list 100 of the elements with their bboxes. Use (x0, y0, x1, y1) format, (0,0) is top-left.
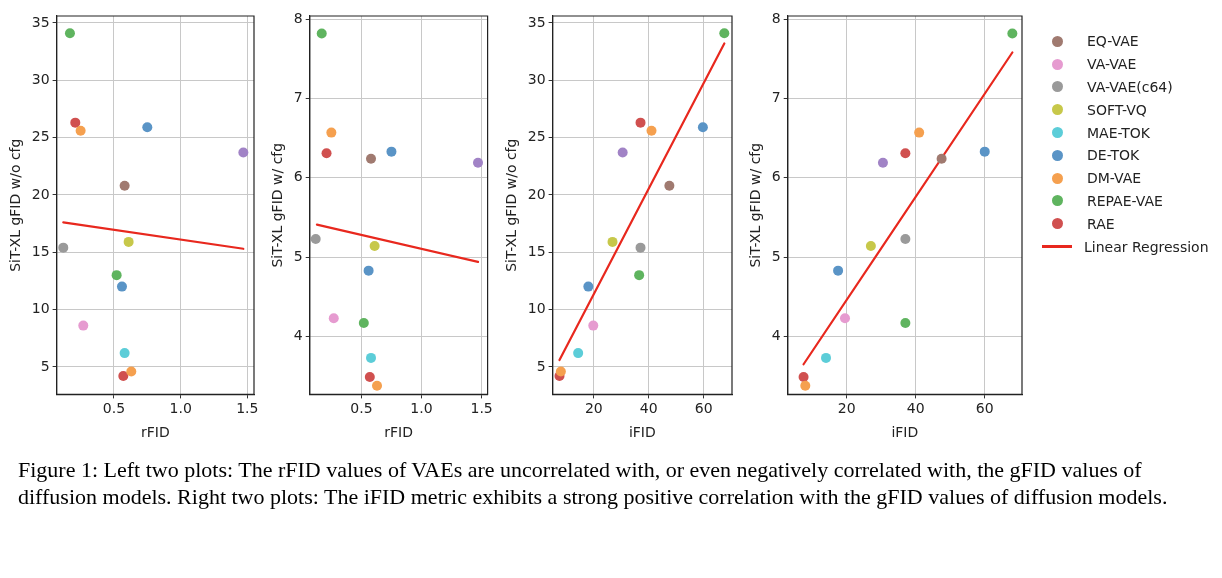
point (364, 371, 375, 382)
point (119, 348, 130, 359)
y-tick-label: 15 (31, 242, 50, 259)
y-tick-label: 5 (293, 247, 303, 264)
y-tick-label: 8 (771, 9, 781, 26)
legend-label: RAE (1087, 215, 1115, 232)
legend-label: MAE-TOK (1087, 124, 1151, 141)
x-tick-label: 60 (975, 400, 994, 417)
y-axis-title: SiT-XL gFID w/ cfg (269, 142, 286, 268)
point (607, 236, 618, 247)
point (123, 236, 134, 247)
x-tick-label: 1.0 (410, 400, 433, 417)
point (900, 148, 911, 159)
x-axis-title: iFID (891, 424, 919, 441)
y-tick-label: 35 (527, 13, 546, 30)
legend-label: DE-TOK (1087, 147, 1140, 164)
y-tick-label: 30 (31, 70, 50, 87)
legend-label: EQ-VAE (1087, 33, 1139, 50)
point (326, 127, 337, 138)
point (58, 242, 69, 253)
point (75, 125, 86, 136)
point (358, 318, 369, 328)
point (555, 366, 566, 377)
y-tick-label: 7 (293, 89, 303, 106)
point (635, 242, 646, 253)
x-tick-label: 60 (694, 400, 713, 417)
y-tick-label: 5 (536, 357, 546, 374)
x-tick-label: 0.5 (102, 400, 126, 417)
x-tick-label: 0.5 (350, 400, 373, 417)
point (321, 148, 332, 159)
point (142, 122, 153, 133)
x-tick-label: 20 (837, 400, 856, 417)
x-axis-title: rFID (140, 424, 170, 441)
legend-label: REPAE-VAE (1087, 192, 1163, 209)
x-tick-label: 40 (906, 400, 925, 417)
point (328, 313, 339, 324)
point (697, 122, 708, 133)
point (372, 380, 383, 391)
x-tick-label: 1.5 (236, 400, 259, 417)
legend-label: VA-VAE(c64) (1087, 78, 1173, 95)
x-tick-label: 20 (584, 400, 603, 417)
legend-label: Linear Regression (1084, 238, 1209, 255)
y-tick-label: 20 (527, 185, 546, 202)
point (316, 28, 327, 39)
legend-label: VA-VAE (1087, 56, 1137, 73)
y-tick-label: 4 (293, 327, 303, 344)
point (1007, 28, 1018, 39)
y-tick-label: 35 (31, 13, 50, 30)
point (914, 127, 925, 138)
point (900, 233, 911, 244)
point (865, 241, 876, 252)
point (363, 265, 374, 276)
point (877, 157, 888, 168)
legend-label: SOFT-VQ (1087, 101, 1147, 118)
y-tick-label: 25 (527, 128, 546, 145)
y-tick-label: 4 (771, 327, 781, 344)
point (70, 117, 81, 128)
point (78, 320, 89, 331)
point (366, 153, 377, 164)
y-tick-label: 20 (31, 185, 50, 202)
point (617, 147, 628, 158)
point (833, 265, 844, 276)
point (646, 125, 657, 136)
point (936, 153, 947, 164)
point (821, 352, 832, 363)
point (118, 371, 129, 382)
x-tick-label: 1.5 (470, 400, 493, 417)
y-axis-title: SiT-XL gFID w/o cfg (503, 138, 520, 272)
point (573, 348, 584, 359)
x-tick-label: 1.0 (169, 400, 192, 417)
point (664, 180, 675, 191)
point (588, 320, 599, 331)
x-axis-title: rFID (384, 424, 414, 441)
point (126, 366, 137, 377)
y-tick-label: 8 (293, 9, 303, 26)
point (116, 281, 127, 292)
point (719, 28, 730, 39)
point (369, 241, 380, 252)
point (386, 146, 397, 157)
point (634, 270, 645, 281)
point (64, 28, 75, 39)
y-tick-label: 10 (31, 300, 50, 317)
y-tick-label: 15 (527, 242, 546, 259)
point (798, 371, 809, 382)
point (310, 233, 321, 244)
y-axis-title: SiT-XL gFID w/ cfg (747, 142, 764, 268)
point (900, 318, 911, 328)
y-tick-label: 30 (527, 70, 546, 87)
point (366, 352, 377, 363)
point (635, 117, 646, 128)
y-tick-label: 10 (527, 300, 546, 317)
point (800, 380, 811, 391)
y-tick-label: 6 (771, 168, 781, 185)
point (238, 147, 249, 158)
x-tick-label: 40 (639, 400, 658, 417)
legend-label: DM-VAE (1087, 170, 1142, 187)
x-axis-title: iFID (628, 424, 656, 441)
y-tick-label: 5 (40, 357, 50, 374)
point (472, 157, 483, 168)
y-tick-label: 6 (293, 168, 303, 185)
